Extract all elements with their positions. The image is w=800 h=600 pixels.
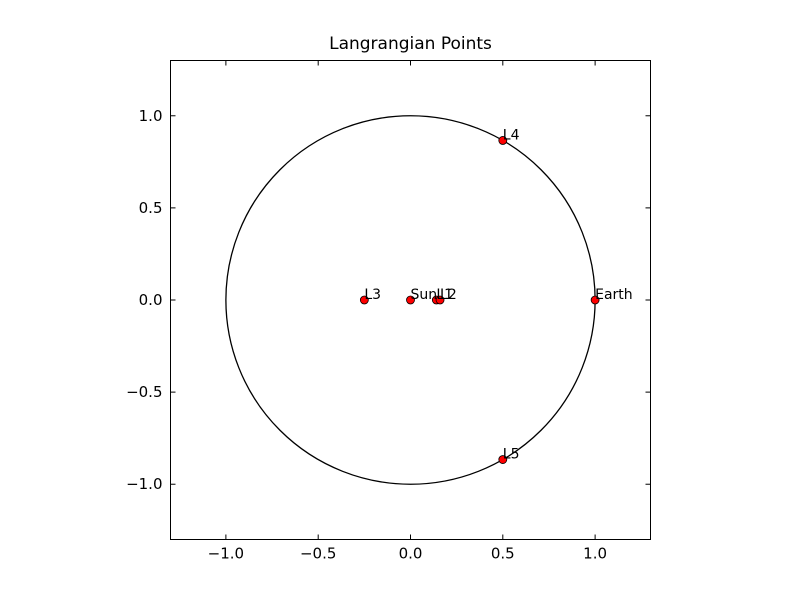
point-label-earth: Earth [595, 287, 633, 303]
x-tick-label: 0.0 [399, 545, 423, 563]
point-label-l1: L1 [436, 287, 453, 303]
point-label-l3: L3 [364, 287, 381, 303]
y-tick-label: −1.0 [126, 475, 162, 493]
point-label-l5: L5 [503, 447, 520, 463]
point-sun [406, 295, 415, 305]
point-l2 [435, 295, 445, 305]
y-tick-label: 0.0 [139, 291, 163, 309]
point-earth [590, 295, 600, 305]
point-label-l4: L4 [503, 127, 520, 143]
point-label-l2: L2 [440, 287, 457, 303]
y-tick-label: −0.5 [126, 383, 162, 401]
x-tick-label: −1.0 [208, 545, 244, 563]
point-l5 [498, 455, 508, 464]
x-tick-label: 1.0 [583, 545, 607, 563]
x-tick-label: 0.5 [491, 545, 515, 563]
chart-title: Langrangian Points [329, 34, 492, 54]
point-label-sun: Sun [411, 287, 438, 303]
point-l3 [359, 295, 369, 305]
x-tick-label: −0.5 [300, 545, 336, 563]
y-tick-label: 1.0 [139, 107, 163, 125]
point-l4 [498, 136, 508, 145]
y-tick-label: 0.5 [139, 199, 163, 217]
